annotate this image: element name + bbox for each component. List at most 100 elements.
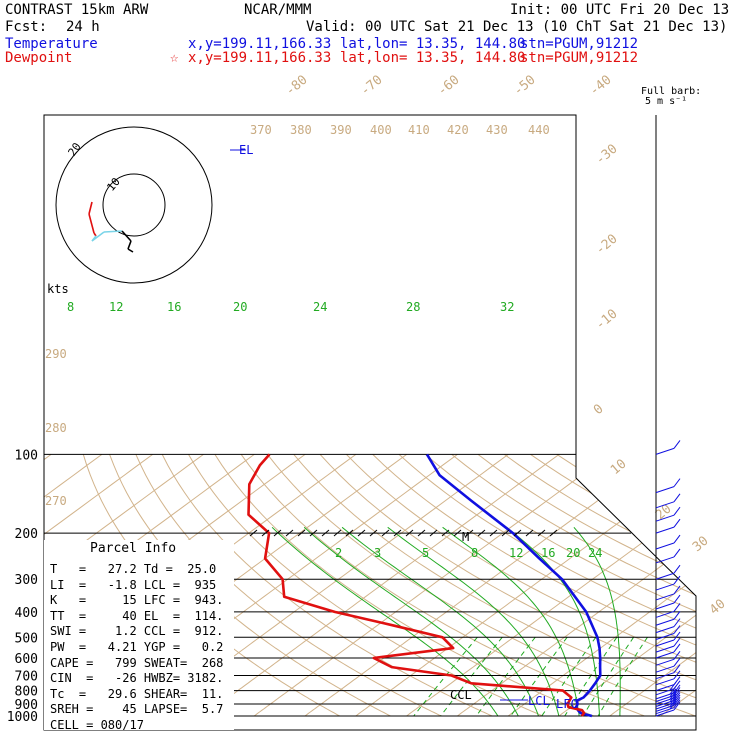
- theta-e-label: 8: [67, 300, 74, 314]
- parcel-info-row: SREH = 45 LAPSE= 5.7: [50, 702, 224, 717]
- mixing-ratio-label: 2: [335, 546, 342, 560]
- init-time: Init: 00 UTC Fri 20 Dec 13: [510, 2, 730, 18]
- legend-temperature-label: Temperature: [5, 36, 98, 52]
- mixing-ratio-line: [564, 637, 618, 717]
- pressure-tick-label: 1000: [7, 710, 38, 725]
- hodograph-outer-ring: [55, 126, 213, 284]
- theta-label: 410: [408, 123, 430, 137]
- hatch-mark: [453, 529, 462, 537]
- hodograph-segment: [91, 231, 105, 242]
- barb-legend-line1: Full barb:: [641, 86, 702, 97]
- wind-barb-flag: [673, 697, 681, 706]
- wind-barb-flag: [673, 670, 681, 680]
- isotherm-line: [304, 453, 661, 717]
- m-label: M: [462, 530, 470, 544]
- dry-adiabat-line: [346, 454, 696, 717]
- theta-e-label: 16: [167, 300, 181, 314]
- dry-adiabat-line: [398, 454, 696, 717]
- isotherm-label: -70: [358, 72, 386, 99]
- hatch-mark: [549, 529, 558, 537]
- theta-label: 280: [45, 421, 67, 435]
- lcl-label: LCL: [528, 694, 550, 708]
- hatch-mark: [345, 529, 354, 537]
- isotherm-label: -20: [593, 231, 621, 258]
- wind-barb: [655, 651, 675, 659]
- isotherm-label: -40: [587, 72, 615, 99]
- mixing-ratio-label: 8: [471, 546, 478, 560]
- legend-dewpoint-xy: x,y=199.11,166.33: [188, 50, 332, 66]
- wind-barb: [655, 702, 675, 710]
- wind-barb-flag: [673, 699, 681, 709]
- hatch-mark: [489, 529, 498, 537]
- wind-barb-flag: [673, 643, 681, 653]
- hatch-mark: [381, 529, 390, 537]
- isotherm-label: 10: [608, 457, 630, 479]
- temperature-profile-line: [425, 453, 602, 718]
- mixing-ratio-line: [475, 636, 536, 717]
- hatch-mark: [465, 529, 474, 537]
- wind-barb-flag: [673, 684, 681, 694]
- wind-barb-flag: [673, 637, 681, 647]
- isotherm-line: [711, 454, 740, 716]
- lfc-label: LFC: [556, 697, 578, 711]
- dry-adiabat-line: [451, 454, 696, 717]
- pressure-tick-label: 700: [15, 669, 38, 684]
- wind-barb-flag: [673, 575, 681, 585]
- parcel-info-row: PW = 4.21 YGP = 0.2: [50, 640, 224, 654]
- isotherm-line: [507, 453, 696, 717]
- wind-barb-flag: [673, 689, 681, 699]
- hatch-mark: [321, 529, 330, 537]
- hatch-mark: [537, 529, 546, 537]
- isotherm-line: [406, 453, 696, 717]
- wind-barb-flag: [669, 688, 677, 698]
- theta-label: 390: [330, 123, 352, 137]
- legend-dewpoint-star-icon: ☆: [170, 50, 179, 66]
- theta-label: 440: [528, 123, 550, 137]
- theta-label: 420: [447, 123, 469, 137]
- wind-barb-flag: [673, 631, 681, 641]
- wind-barb-flag: [673, 564, 681, 574]
- theta-e-label: 32: [500, 300, 514, 314]
- parcel-info-row: SWI = 1.2 CCL = 912.: [50, 624, 224, 639]
- moist-adiabat-line: [387, 526, 560, 717]
- theta-e-label: 20: [233, 300, 247, 314]
- wind-barb: [655, 501, 675, 509]
- mixing-ratio-line: [510, 636, 568, 717]
- theta-label: 370: [250, 123, 272, 137]
- wind-barb-flag: [673, 625, 681, 634]
- dry-adiabat-line: [477, 454, 696, 717]
- mixing-ratio-line: [440, 636, 503, 717]
- isotherm-label: -10: [593, 306, 621, 333]
- wind-barb-flag: [673, 618, 681, 627]
- hatch-mark: [357, 529, 366, 537]
- hatch-mark: [441, 529, 450, 537]
- parcel-info-row: T = 27.2 Td = 25.0: [50, 562, 217, 576]
- pressure-tick-label: 400: [15, 606, 38, 621]
- hodograph-segment: [127, 240, 132, 250]
- isotherm-label: -30: [593, 141, 621, 168]
- legend-dewpoint-latlon: lat,lon= 13.35, 144.80: [340, 50, 526, 66]
- parcel-info-row: CIN = -26 HWBZ= 3182.: [50, 671, 224, 686]
- hodograph-inner-ring: [102, 173, 166, 237]
- isotherm-label: -80: [283, 72, 311, 99]
- valid-time: Valid: 00 UTC Sat 21 Dec 13 (10 ChT Sat …: [306, 19, 728, 35]
- isotherm-label: -50: [511, 72, 539, 99]
- theta-label: 270: [45, 494, 67, 508]
- hodograph-segment: [103, 230, 123, 233]
- wind-barb: [655, 514, 675, 522]
- hatch-mark: [393, 529, 402, 537]
- mixing-ratio-line: [597, 637, 648, 717]
- theta-e-label: 12: [109, 300, 123, 314]
- wind-barb-flag: [669, 698, 677, 707]
- mixing-ratio-line: [582, 637, 634, 717]
- dry-adiabat-line: [267, 454, 696, 717]
- moist-adiabat-line: [506, 526, 600, 716]
- ccl-label: CCL: [450, 688, 472, 702]
- wind-barb-flag: [673, 506, 681, 516]
- theta-e-label: 24: [313, 300, 327, 314]
- parcel-info-row: CELL = 080/17: [50, 718, 144, 732]
- wind-barb: [655, 688, 675, 696]
- wind-barb: [655, 672, 675, 680]
- wind-barb: [655, 639, 675, 647]
